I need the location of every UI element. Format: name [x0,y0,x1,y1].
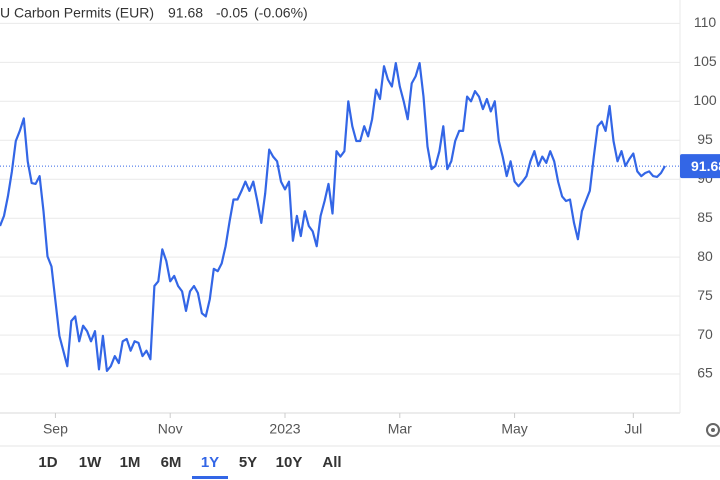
y-tick-label: 85 [697,209,713,225]
y-tick-label: 70 [697,326,713,342]
y-tick-label: 75 [697,287,713,303]
range-button[interactable]: 10Y [276,454,303,471]
range-button[interactable]: 1W [79,454,102,471]
y-tick-label: 110 [694,14,717,30]
y-tick-label: 100 [693,92,717,108]
price-line [0,62,666,372]
range-button[interactable]: All [322,454,341,471]
last-price: 91.68 [168,5,203,21]
gear-center[interactable] [711,428,715,432]
y-tick-label: 80 [697,248,713,264]
y-tick-label: 95 [697,131,713,147]
x-tick-label: 2023 [269,421,300,437]
y-tick-label: 105 [693,53,717,69]
x-tick-label: May [501,421,527,437]
last-price-box [680,154,720,179]
change-percent: (-0.06%) [254,5,308,21]
range-button[interactable]: 1Y [201,454,219,471]
settings-icon[interactable] [706,423,720,437]
y-tick-label: 65 [697,365,713,381]
range-button[interactable]: 1M [120,454,141,471]
x-tick-label: Mar [388,421,412,437]
gear[interactable] [706,423,720,437]
change: -0.05 [216,5,248,21]
range-button[interactable]: 6M [161,454,182,471]
range-selected-underline [192,476,228,479]
x-tick-label: Jul [624,421,642,437]
last-price-label: 91.68 [691,158,720,174]
chart-title: U Carbon Permits (EUR) [0,5,154,21]
range-button[interactable]: 1D [38,454,57,471]
x-tick-label: Nov [158,421,183,437]
range-button[interactable]: 5Y [239,454,257,471]
x-tick-label: Sep [43,421,68,437]
